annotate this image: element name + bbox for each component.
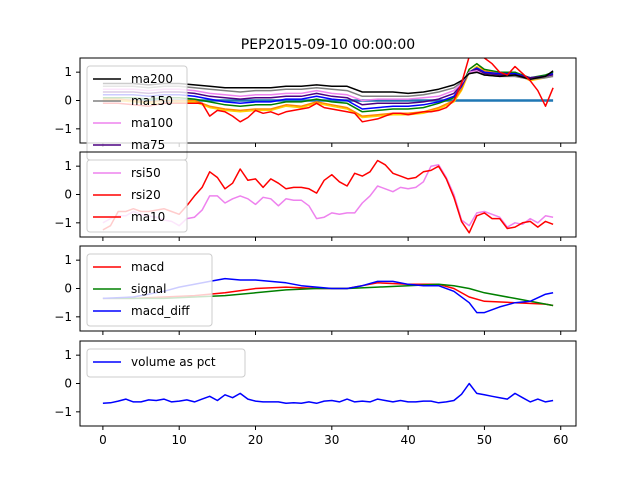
x-tick-label: 40 <box>400 433 415 447</box>
legend-box <box>86 253 213 327</box>
panel-3: −1 0 1 macd signal macd_diff <box>54 245 577 335</box>
legend-label: rsi50 <box>131 166 161 180</box>
panel-1: −1 0 1 ma200 ma150 ma100 ma75 <box>54 57 577 161</box>
x-tick-label: 30 <box>324 433 339 447</box>
y-tick-label: 0 <box>64 188 72 202</box>
chart-title: PEP2015-09-10 00:00:00 <box>241 37 415 53</box>
y-tick-label: −1 <box>54 216 72 230</box>
y-tick-label: −1 <box>54 405 72 419</box>
legend-label: macd <box>131 260 164 274</box>
legend-box <box>86 348 246 378</box>
y-tick-label: −1 <box>54 310 72 324</box>
legend-label: macd_diff <box>131 304 190 318</box>
legend-label: rsi20 <box>131 188 161 202</box>
y-tick-label: 1 <box>64 65 72 79</box>
panel-2: −1 0 1 rsi50 rsi20 ma10 <box>54 151 577 241</box>
legend: rsi50 rsi20 ma10 <box>86 159 188 233</box>
legend-label: ma10 <box>131 210 165 224</box>
y-tick-label: 0 <box>64 282 72 296</box>
x-tick-label: 50 <box>477 433 492 447</box>
series-group <box>102 382 554 405</box>
series-line-volume-as-pct <box>102 382 554 405</box>
y-tick-label: 1 <box>64 348 72 362</box>
y-tick-label: 1 <box>64 159 72 173</box>
y-tick-label: 0 <box>64 94 72 108</box>
legend-label: ma75 <box>131 138 165 152</box>
y-tick-label: −1 <box>54 122 72 136</box>
legend-label: signal <box>131 282 167 296</box>
legend-label: ma100 <box>131 116 173 130</box>
x-tick-label: 10 <box>172 433 187 447</box>
legend: macd signal macd_diff <box>86 253 213 327</box>
y-tick-label: 0 <box>64 377 72 391</box>
legend-box <box>86 159 188 233</box>
legend: ma200 ma150 ma100 ma75 <box>86 65 188 161</box>
x-tick-label: 60 <box>553 433 568 447</box>
legend-label: volume as pct <box>131 355 216 369</box>
x-tick-label: 0 <box>99 433 107 447</box>
legend-label: ma150 <box>131 94 173 108</box>
x-tick-label: 20 <box>248 433 263 447</box>
legend: volume as pct <box>86 348 246 378</box>
legend-label: ma200 <box>131 72 173 86</box>
y-tick-label: 1 <box>64 253 72 267</box>
series-line-unnamed-9 <box>102 58 554 123</box>
